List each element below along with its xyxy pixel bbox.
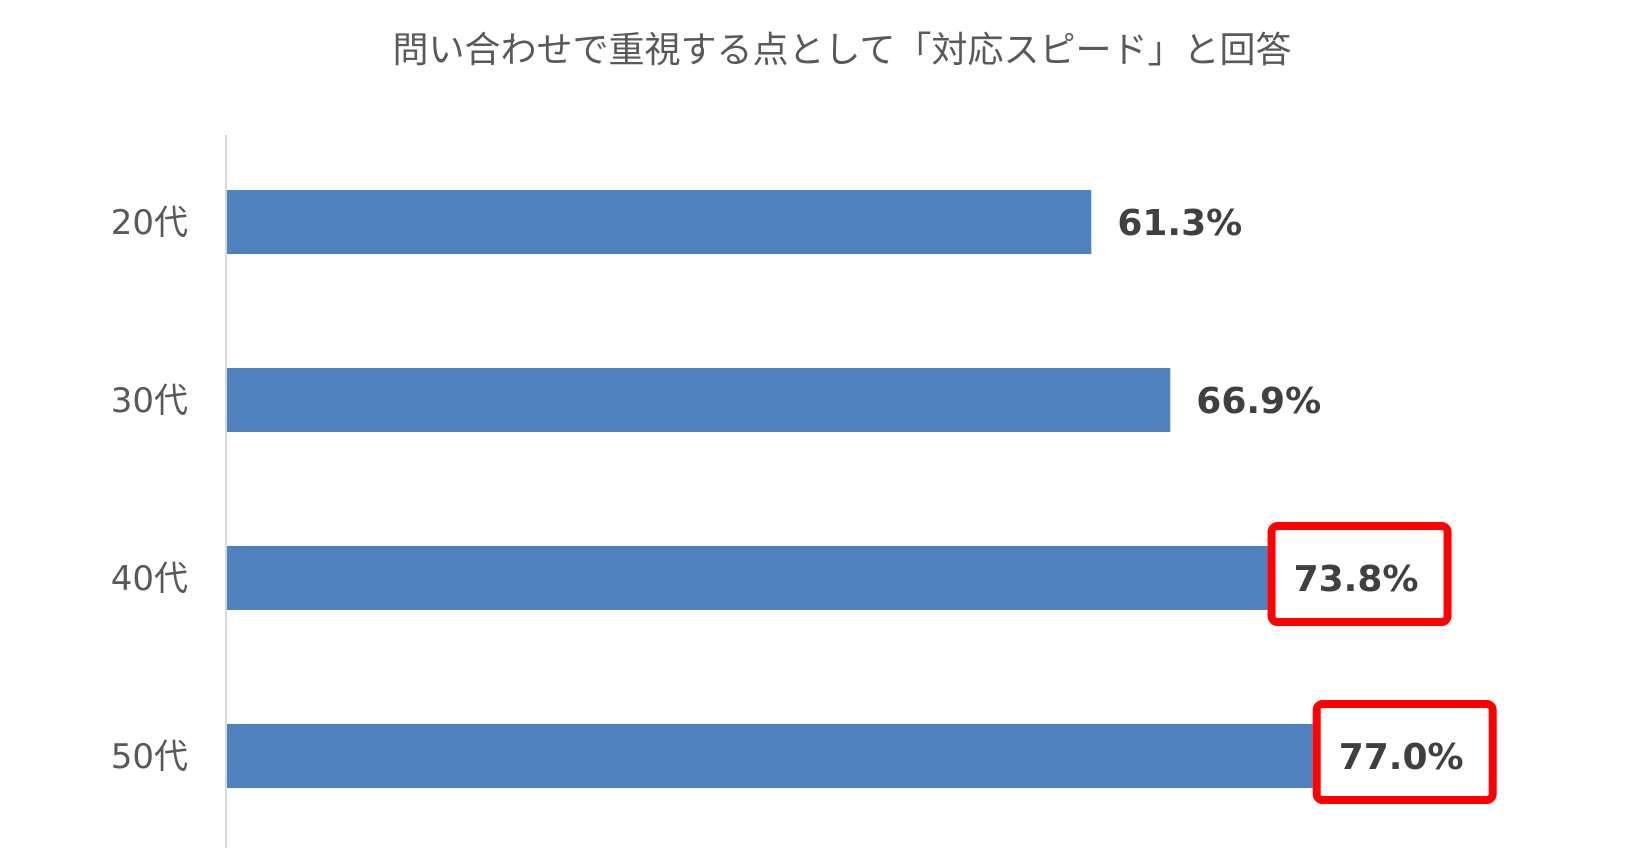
highlight-boxes-group — [1267, 522, 1497, 804]
category-label-3: 40代 — [111, 559, 188, 599]
bar-4 — [227, 724, 1313, 788]
highlight-box-4 — [1312, 700, 1497, 804]
bars-group — [227, 190, 1313, 788]
bar-3 — [227, 546, 1268, 610]
highlight-box-3 — [1267, 522, 1452, 626]
bar-1 — [227, 190, 1092, 254]
category-label-2: 30代 — [111, 381, 188, 421]
data-label-1: 61.3% — [1117, 203, 1242, 244]
category-label-1: 20代 — [111, 203, 188, 243]
data-labels-group: 61.3% 66.9% 73.8% 77.0% — [1117, 203, 1463, 778]
data-label-4: 77.0% — [1339, 737, 1464, 778]
bar-2 — [227, 368, 1171, 432]
category-labels-group: 20代 30代 40代 50代 — [111, 203, 188, 777]
data-label-3: 73.8% — [1294, 559, 1419, 600]
category-label-4: 50代 — [111, 737, 188, 777]
chart-title: 問い合わせで重視する点として「対応スピード」と回答 — [393, 30, 1292, 71]
data-label-2: 66.9% — [1196, 381, 1321, 422]
